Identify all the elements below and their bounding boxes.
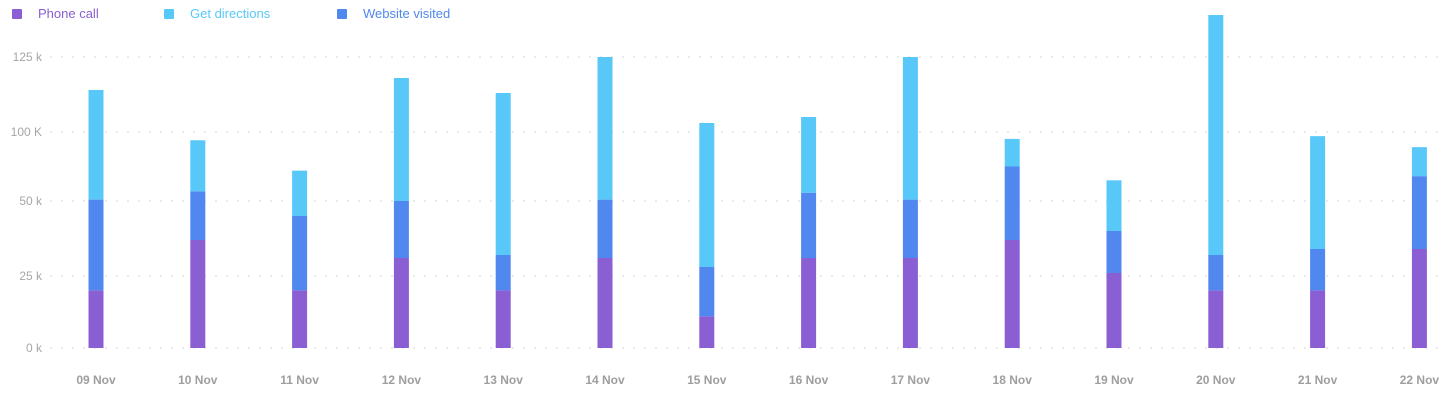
bar-phone-call[interactable]	[190, 240, 206, 348]
bar-phone-call[interactable]	[1106, 273, 1122, 348]
x-tick-label: 14 Nov	[585, 373, 625, 387]
bar-website-visited[interactable]	[902, 199, 918, 258]
bar-phone-call[interactable]	[801, 258, 817, 348]
bar-website-visited[interactable]	[699, 267, 715, 317]
bar-get-directions[interactable]	[699, 123, 715, 267]
bar-phone-call[interactable]	[1004, 240, 1020, 348]
legend-label: Get directions	[190, 6, 271, 21]
bar-website-visited[interactable]	[597, 199, 613, 258]
bar-website-visited[interactable]	[393, 201, 409, 258]
bar-phone-call[interactable]	[292, 290, 308, 348]
website-visited-swatch	[337, 8, 347, 19]
bar-phone-call[interactable]	[699, 316, 715, 348]
bar-website-visited[interactable]	[292, 216, 308, 291]
x-tick-label: 18 Nov	[993, 373, 1033, 387]
y-tick-label: 50 k	[19, 194, 43, 208]
bar-website-visited[interactable]	[1411, 176, 1427, 249]
bar-website-visited[interactable]	[495, 255, 511, 291]
bar-phone-call[interactable]	[393, 258, 409, 348]
x-tick-label: 13 Nov	[484, 373, 524, 387]
y-tick-label: 25 k	[19, 269, 43, 283]
bar-get-directions[interactable]	[1310, 136, 1326, 249]
bar-get-directions[interactable]	[88, 90, 104, 200]
x-tick-label: 10 Nov	[178, 373, 218, 387]
bar-get-directions[interactable]	[1411, 147, 1427, 177]
x-tick-label: 21 Nov	[1298, 373, 1338, 387]
bar-get-directions[interactable]	[393, 78, 409, 201]
y-tick-label: 100 K	[11, 125, 42, 139]
x-tick-label: 16 Nov	[789, 373, 829, 387]
bar-phone-call[interactable]	[902, 258, 918, 348]
bar-phone-call[interactable]	[1411, 249, 1427, 348]
y-tick-label: 125 k	[13, 50, 43, 64]
bar-phone-call[interactable]	[1208, 290, 1224, 348]
legend-item-phone-call[interactable]: Phone call	[12, 6, 99, 21]
bar-get-directions[interactable]	[495, 93, 511, 255]
x-tick-label: 19 Nov	[1094, 373, 1134, 387]
legend-label: Website visited	[363, 6, 451, 21]
get-directions-swatch	[164, 8, 174, 19]
x-tick-label: 17 Nov	[891, 373, 931, 387]
bar-website-visited[interactable]	[190, 191, 206, 240]
bar-get-directions[interactable]	[902, 57, 918, 200]
y-tick-label: 0 k	[26, 341, 43, 355]
x-tick-label: 15 Nov	[687, 373, 727, 387]
bar-website-visited[interactable]	[88, 199, 104, 291]
bar-phone-call[interactable]	[88, 290, 104, 348]
bar-website-visited[interactable]	[801, 192, 817, 258]
x-tick-label: 09 Nov	[76, 373, 116, 387]
bar-phone-call[interactable]	[597, 258, 613, 348]
bar-get-directions[interactable]	[801, 117, 817, 193]
bar-get-directions[interactable]	[1106, 180, 1122, 231]
legend-item-get-directions[interactable]: Get directions	[164, 6, 270, 21]
bar-website-visited[interactable]	[1310, 249, 1326, 291]
x-tick-label: 12 Nov	[382, 373, 422, 387]
bar-get-directions[interactable]	[190, 140, 206, 192]
bar-website-visited[interactable]	[1208, 255, 1224, 291]
x-tick-label: 11 Nov	[280, 373, 319, 387]
bar-website-visited[interactable]	[1004, 166, 1020, 241]
x-tick-label: 20 Nov	[1196, 373, 1236, 387]
legend-item-website-visited[interactable]: Website visited	[337, 6, 450, 21]
bar-phone-call[interactable]	[1310, 290, 1326, 348]
bar-get-directions[interactable]	[597, 57, 613, 200]
phone-call-swatch	[12, 8, 22, 19]
bar-get-directions[interactable]	[1208, 15, 1224, 255]
x-tick-label: 22 Nov	[1400, 373, 1440, 387]
legend-label: Phone call	[38, 6, 99, 21]
bar-website-visited[interactable]	[1106, 231, 1122, 273]
bar-get-directions[interactable]	[1004, 138, 1020, 167]
bar-phone-call[interactable]	[495, 290, 511, 348]
bar-get-directions[interactable]	[292, 170, 308, 216]
